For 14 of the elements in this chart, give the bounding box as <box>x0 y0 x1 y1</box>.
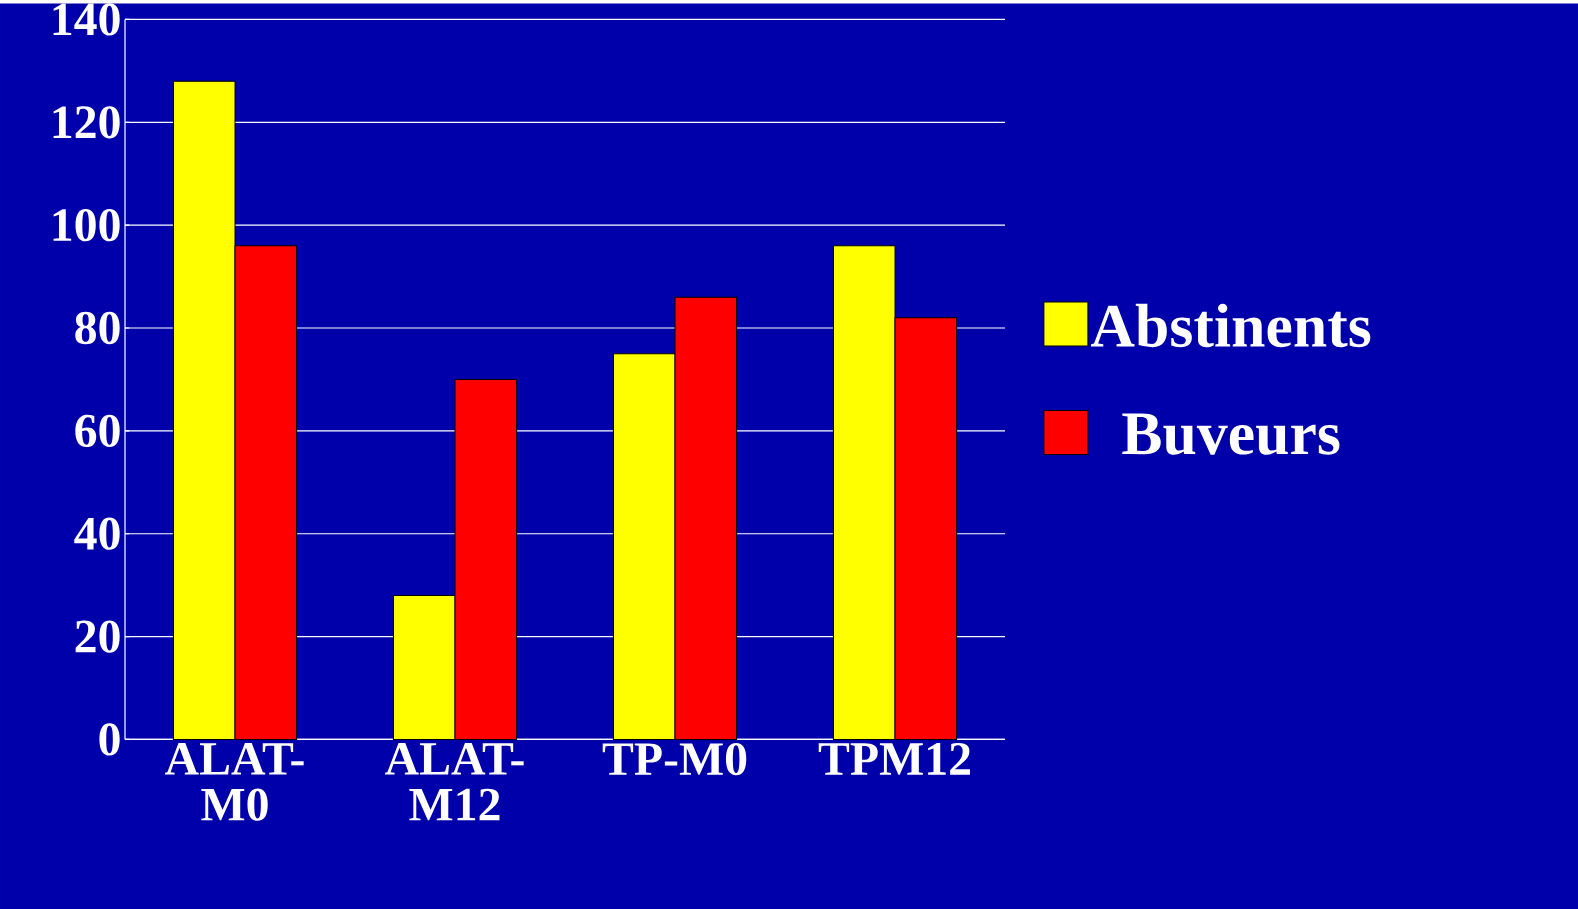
x-tick-label: TPM12 <box>818 742 971 775</box>
legend-label: Buveurs <box>1122 413 1340 455</box>
y-tick-label: 60 <box>75 414 120 447</box>
y-tick-label: 0 <box>99 723 120 756</box>
y-tick-label: 40 <box>74 517 120 550</box>
x-tick-label: TP-M0 <box>602 742 747 776</box>
x-tick-label: ALAT-M12 <box>385 742 524 821</box>
legend-label: Abstinents <box>1091 303 1371 347</box>
y-tick-label: 140 <box>53 3 120 36</box>
y-tick-label: 100 <box>53 208 120 242</box>
x-tick-label: ALAT-M0 <box>165 742 304 821</box>
y-tick-label: 120 <box>53 105 120 139</box>
y-tick-label: 80 <box>75 311 120 344</box>
y-tick-label: 20 <box>75 620 120 653</box>
